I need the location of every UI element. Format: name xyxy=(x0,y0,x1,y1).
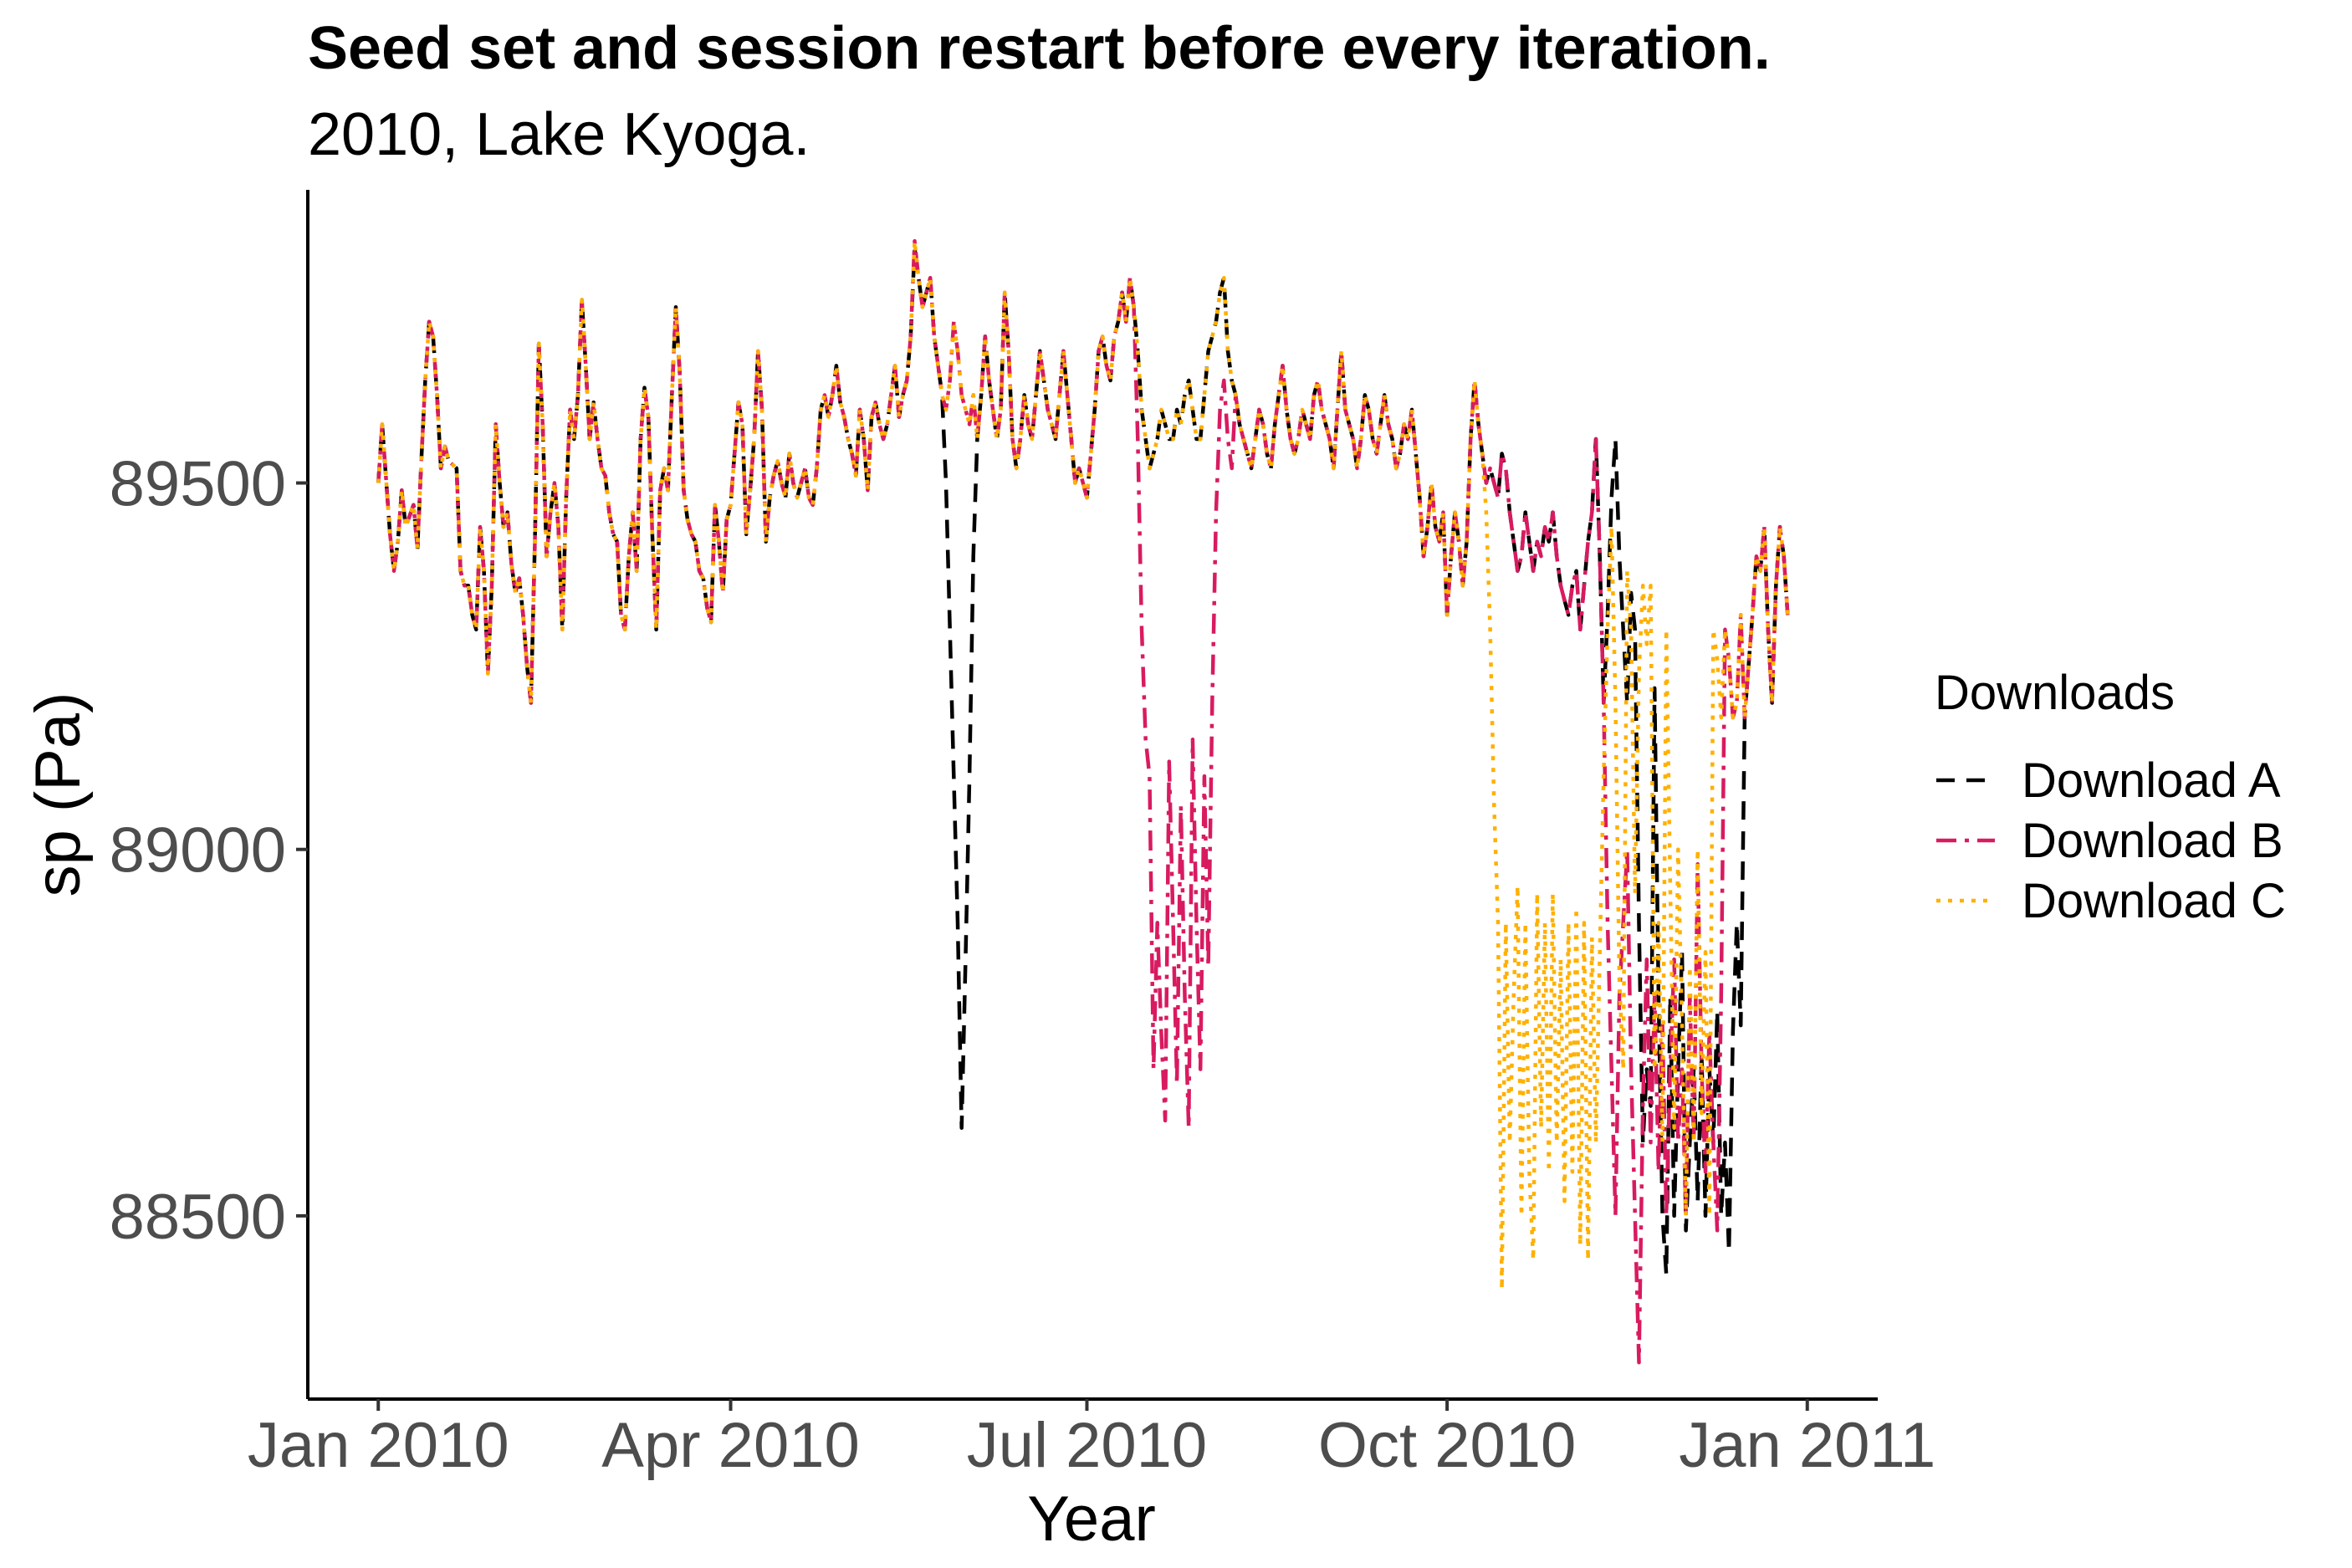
y-ticks: 88500 89000 89500 xyxy=(110,449,308,1253)
x-tick-label: Apr 2010 xyxy=(601,1410,859,1481)
x-ticks: Jan 2010 Apr 2010 Jul 2010 Oct 2010 Jan 2011 xyxy=(248,1399,1935,1481)
legend-label: Download A xyxy=(2022,753,2281,808)
x-tick-label: Jul 2010 xyxy=(967,1410,1207,1481)
chart-subtitle: 2010, Lake Kyoga. xyxy=(308,101,810,168)
x-tick-label: Oct 2010 xyxy=(1318,1410,1576,1481)
series-line-download-a xyxy=(376,246,1790,1277)
y-axis-title: sp (Pa) xyxy=(23,692,94,897)
x-axis-title: Year xyxy=(1027,1484,1156,1555)
y-tick-label: 88500 xyxy=(110,1182,286,1253)
legend-title: Downloads xyxy=(1935,666,2175,720)
series-line-download-c xyxy=(376,239,1790,1291)
x-tick-label: Jan 2011 xyxy=(1679,1410,1935,1481)
y-tick-label: 89000 xyxy=(110,815,286,886)
legend: Downloads Download A Download B Download C xyxy=(1935,666,2286,928)
series-layer xyxy=(376,239,1790,1365)
chart-title: Seed set and session restart before ever… xyxy=(308,15,1771,82)
x-tick-label: Jan 2010 xyxy=(248,1410,509,1481)
legend-label: Download B xyxy=(2022,814,2283,868)
y-tick-label: 89500 xyxy=(110,449,286,520)
legend-label: Download C xyxy=(2022,874,2286,928)
